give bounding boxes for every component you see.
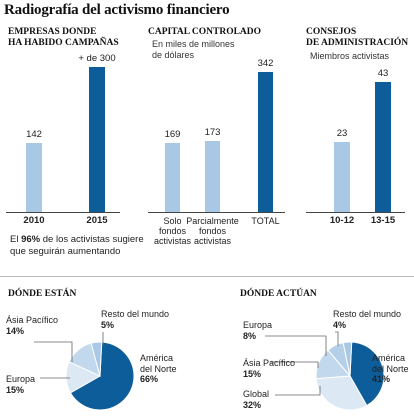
pie-4-leader-4: [335, 331, 339, 346]
chart-0-bar-0: [26, 143, 42, 212]
pie-3-label-1: Europa 15%: [6, 374, 35, 395]
chart-1-category-label-2: TOTAL: [251, 216, 280, 226]
chart-2-bar-1: [375, 82, 391, 212]
chart-1-category-label-0: Solo fondos activistas: [153, 216, 191, 246]
pie-4-label-pct-2: 15%: [243, 368, 262, 379]
pie-4-label-name-2: Ásia Pacífico: [243, 358, 296, 368]
panel-title-capital: Capital controlado: [148, 27, 262, 37]
chart-2-baseline: [306, 212, 405, 213]
chart-0-category-label-1: 2015: [86, 215, 108, 226]
chart-2-value-label-0: 23: [336, 128, 348, 139]
chart-2-value-label-1: 43: [377, 68, 389, 79]
chart-2-category-label-0: 10-12: [329, 215, 355, 226]
section-divider: [0, 276, 414, 277]
chart-1-baseline: [148, 212, 285, 213]
pie-4-label-4: Resto del mundo 4%: [333, 309, 401, 330]
pie-3-label-name-0: América del Norte: [140, 353, 177, 374]
chart-2-bar-0: [334, 142, 350, 212]
pie-3-label-name-3: Resto del mundo: [101, 309, 170, 319]
pie-4-label-name-4: Resto del mundo: [333, 309, 402, 319]
panel-title-consejos: Consejos de administración: [306, 27, 409, 48]
pie-4-slice-4: [342, 341, 353, 377]
pie-4-label-0: América del Norte 41%: [372, 353, 409, 385]
chart-1-category-label-1: Parcialmente fondos activistas: [186, 216, 239, 246]
pie-4-label-pct-0: 41%: [372, 374, 391, 384]
pie-4-slice-3: [327, 342, 351, 377]
panel-subtitle-consejos: Miembros activistas: [310, 51, 390, 61]
pie-3-label-name-1: Europa: [6, 374, 36, 384]
chart-1-value-label-1: 173: [204, 127, 221, 138]
chart-0-baseline: [6, 212, 120, 213]
pie-4-label-pct-1: 32%: [243, 399, 262, 410]
pie-3-label-pct-3: 5%: [101, 319, 115, 330]
pie-3-slice-2: [68, 342, 101, 377]
chart-1-bar-2: [258, 72, 273, 212]
pie-3-slice-3: [90, 341, 103, 377]
pie-4-slice-1: [315, 375, 368, 411]
pie-4-label-name-3: Europa: [243, 320, 273, 330]
pie-4-label-pct-3: 8%: [243, 330, 257, 341]
pie-3-label-3: Resto del mundo 5%: [101, 309, 169, 330]
pie-3-leader-2: [34, 341, 73, 362]
activists-note: El 96% de los activistas sugiere que seg…: [10, 234, 144, 257]
chart-1-value-label-2: 342: [257, 58, 274, 69]
pie-3-label-2: Ásia Pacífico 14%: [6, 315, 58, 336]
pie-3-label-name-2: Ásia Pacífico: [6, 315, 59, 325]
pie-4-label-pct-4: 4%: [333, 319, 347, 330]
pie-4-leader-1: [275, 386, 321, 396]
pie-4-slice-2: [315, 349, 352, 380]
chart-0-category-label-0: 2010: [23, 215, 45, 226]
pie-4-label-name-0: América del Norte: [372, 353, 409, 374]
chart-1-bar-1: [205, 141, 220, 212]
chart-1-value-label-0: 169: [164, 129, 181, 140]
pie-3-label-pct-1: 15%: [6, 384, 25, 395]
chart-0-bar-1: [89, 67, 105, 212]
pie-4-leader-3: [265, 335, 327, 356]
pie-title-donde-actuan: Dónde actúan: [240, 289, 317, 299]
chart-0-value-label-0: 142: [26, 129, 42, 140]
pie-3-label-0: América del Norte 66%: [140, 353, 177, 385]
panel-subtitle-capital: En miles de millones de dólares: [152, 39, 235, 60]
pie-4-label-2: Ásia Pacífico 15%: [243, 358, 295, 379]
pie-title-donde-estan: Dónde están: [8, 289, 77, 299]
pie-3-slice-0: [69, 341, 135, 411]
pie-3-label-pct-0: 66%: [140, 374, 159, 384]
pie-4-label-name-1: Global: [243, 389, 270, 399]
pie-4-label-1: Global 32%: [243, 389, 269, 410]
note-highlight: 96%: [21, 234, 41, 245]
panel-title-empresas: Empresas donde ha habido campañas: [8, 27, 119, 48]
chart-0-value-label-1: + de 300: [78, 53, 116, 64]
pie-4-label-3: Europa 8%: [243, 320, 272, 341]
chart-1-bar-0: [165, 143, 180, 212]
pie-3-slice-1: [65, 361, 102, 394]
page-title: Radiografía del activismo financiero: [4, 2, 230, 18]
chart-2-category-label-1: 13-15: [370, 215, 396, 226]
pie-3-label-pct-2: 14%: [6, 325, 25, 336]
